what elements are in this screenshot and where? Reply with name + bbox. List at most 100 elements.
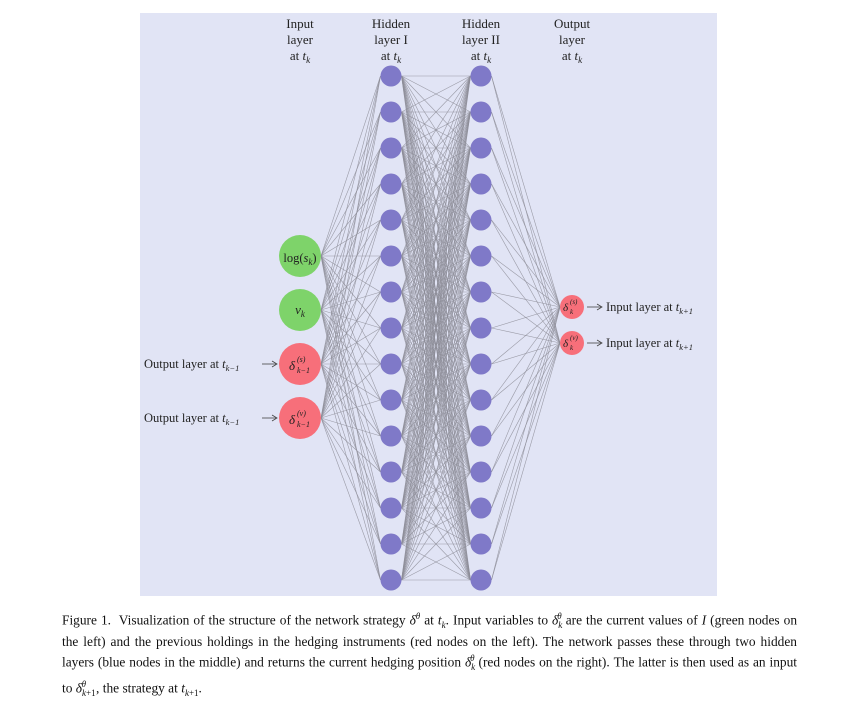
hidden2-node-8 bbox=[470, 353, 492, 375]
edge-input-2-h1-13 bbox=[320, 363, 381, 545]
edge-h2-14-output-0 bbox=[491, 306, 561, 581]
input-node-1 bbox=[279, 289, 321, 331]
right-annotation-1: Input layer at tk+1 bbox=[587, 300, 693, 316]
hidden2-node-12 bbox=[470, 497, 492, 519]
svg-text:Input layer at tk+1: Input layer at tk+1 bbox=[606, 300, 693, 316]
svg-text:(s): (s) bbox=[297, 355, 306, 364]
edge-h2-5-output-0 bbox=[491, 255, 561, 308]
hidden1-node-3 bbox=[380, 173, 402, 195]
edge-h1-8-h2-0 bbox=[401, 75, 471, 365]
edge-h2-14-output-1 bbox=[491, 342, 561, 581]
edge-h1-14-h2-5 bbox=[401, 255, 471, 581]
svg-text:Hidden: Hidden bbox=[372, 16, 411, 31]
hidden1-node-12 bbox=[380, 497, 402, 519]
svg-text:at tk: at tk bbox=[471, 48, 492, 65]
edge-h1-13-h2-0 bbox=[401, 75, 471, 545]
header-hidden-layer-1: Hidden layer I at tk bbox=[372, 16, 411, 65]
svg-text:at tk: at tk bbox=[381, 48, 402, 65]
right-annotation-2: Input layer at tk+1 bbox=[587, 336, 693, 352]
hidden2-node-3 bbox=[470, 173, 492, 195]
hidden2-node-14 bbox=[470, 569, 492, 591]
input-node-label-delta-v: δ (v) k−1 bbox=[289, 409, 310, 429]
hidden2-node-2 bbox=[470, 137, 492, 159]
hidden1-node-0 bbox=[380, 65, 402, 87]
edge-input-0-h1-2 bbox=[320, 147, 381, 257]
edge-input-3-h1-8 bbox=[320, 363, 381, 419]
edge-h2-2-output-0 bbox=[491, 147, 561, 308]
edge-h1-14-h2-1 bbox=[401, 111, 471, 581]
edge-h2-1-output-0 bbox=[491, 111, 561, 308]
edge-layer bbox=[320, 75, 561, 581]
edge-input-2-h1-14 bbox=[320, 363, 381, 581]
hidden1-node-11 bbox=[380, 461, 402, 483]
input-node-0 bbox=[279, 235, 321, 277]
edge-h1-10-h2-0 bbox=[401, 75, 471, 437]
hidden1-node-8 bbox=[380, 353, 402, 375]
svg-text:Output layer at tk−1: Output layer at tk−1 bbox=[144, 357, 239, 373]
edge-input-2-h1-7 bbox=[320, 327, 381, 365]
edge-h1-6-h2-0 bbox=[401, 75, 471, 293]
output-node-0 bbox=[560, 295, 584, 319]
edge-input-2-h1-4 bbox=[320, 219, 381, 365]
input-node-3 bbox=[279, 397, 321, 439]
edge-input-3-h1-10 bbox=[320, 417, 381, 437]
edge-h2-9-output-0 bbox=[491, 306, 561, 401]
hidden1-node-14 bbox=[380, 569, 402, 591]
edge-h1-14-h2-6 bbox=[401, 291, 471, 581]
left-annotation-1: Output layer at tk−1 bbox=[144, 357, 278, 373]
hidden2-node-4 bbox=[470, 209, 492, 231]
edge-h1-9-h2-0 bbox=[401, 75, 471, 401]
svg-text:layer I: layer I bbox=[374, 32, 408, 47]
header-output-layer: Output layer at tk bbox=[554, 16, 591, 65]
edge-input-0-h1-0 bbox=[320, 75, 381, 257]
svg-text:at tk: at tk bbox=[562, 48, 583, 65]
svg-text:Input layer at tk+1: Input layer at tk+1 bbox=[606, 336, 693, 352]
hidden2-node-13 bbox=[470, 533, 492, 555]
hidden2-node-6 bbox=[470, 281, 492, 303]
edge-h2-13-output-0 bbox=[491, 306, 561, 545]
edge-h2-10-output-0 bbox=[491, 306, 561, 437]
svg-text:Output layer at tk−1: Output layer at tk−1 bbox=[144, 411, 239, 427]
svg-text:k: k bbox=[570, 308, 574, 316]
svg-text:layer: layer bbox=[287, 32, 314, 47]
edge-input-1-h1-2 bbox=[320, 147, 381, 311]
svg-text:layer: layer bbox=[559, 32, 586, 47]
edge-input-3-h1-6 bbox=[320, 291, 381, 419]
svg-text:(v): (v) bbox=[570, 334, 578, 342]
edge-input-3-h1-3 bbox=[320, 183, 381, 419]
input-node-label-delta-s: δ (s) k−1 bbox=[289, 355, 310, 375]
svg-text:at tk: at tk bbox=[290, 48, 311, 65]
edge-h1-14-h2-11 bbox=[401, 471, 471, 581]
edge-h1-1-h2-0 bbox=[401, 75, 471, 113]
edge-h2-3-output-0 bbox=[491, 183, 561, 308]
edge-h1-2-h2-0 bbox=[401, 75, 471, 149]
hidden2-node-0 bbox=[470, 65, 492, 87]
node-layer bbox=[279, 65, 584, 591]
hidden2-node-7 bbox=[470, 317, 492, 339]
edge-input-3-h1-13 bbox=[320, 417, 381, 545]
edge-input-1-h1-1 bbox=[320, 111, 381, 311]
edge-h1-14-h2-0 bbox=[401, 75, 471, 581]
svg-text:k: k bbox=[570, 344, 574, 352]
edge-h2-4-output-0 bbox=[491, 219, 561, 308]
edge-input-2-h1-1 bbox=[320, 111, 381, 365]
network-diagram: Input layer at tk Hidden layer I at tk H… bbox=[140, 13, 717, 596]
hidden2-node-11 bbox=[470, 461, 492, 483]
hidden2-node-1 bbox=[470, 101, 492, 123]
hidden1-node-2 bbox=[380, 137, 402, 159]
edge-h1-14-h2-2 bbox=[401, 147, 471, 581]
hidden1-node-4 bbox=[380, 209, 402, 231]
edge-input-2-h1-6 bbox=[320, 291, 381, 365]
edge-h2-11-output-0 bbox=[491, 306, 561, 473]
edge-input-2-h1-5 bbox=[320, 255, 381, 365]
edge-input-3-h1-5 bbox=[320, 255, 381, 419]
hidden1-node-1 bbox=[380, 101, 402, 123]
edge-h2-0-output-0 bbox=[491, 75, 561, 308]
edge-input-1-h1-0 bbox=[320, 75, 381, 311]
output-node-label-delta-v: δ (v) k bbox=[563, 334, 578, 352]
svg-text:layer II: layer II bbox=[462, 32, 500, 47]
edge-input-0-h1-1 bbox=[320, 111, 381, 257]
edge-input-3-h1-7 bbox=[320, 327, 381, 419]
edge-input-3-h1-1 bbox=[320, 111, 381, 419]
edge-input-2-h1-11 bbox=[320, 363, 381, 473]
